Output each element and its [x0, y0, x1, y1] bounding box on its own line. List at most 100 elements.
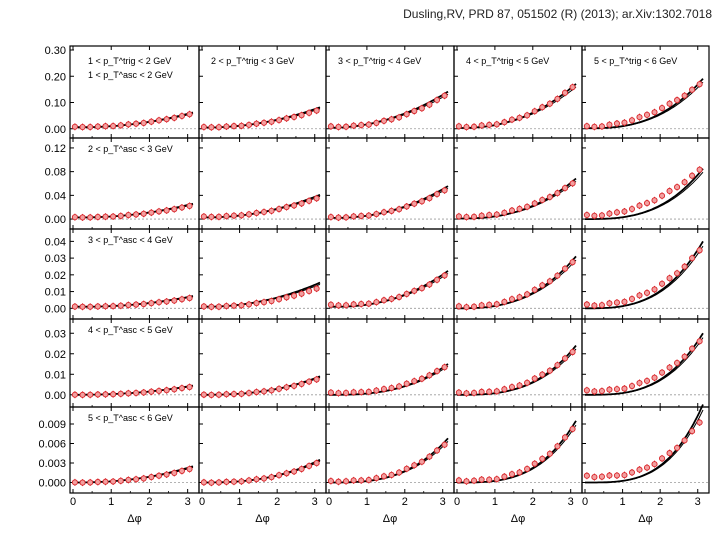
data-point — [621, 472, 628, 479]
data-point — [606, 386, 613, 393]
data-point — [591, 474, 598, 481]
data-point — [591, 212, 598, 219]
y-tick-label: 0.03 — [45, 328, 66, 340]
panel-r4-c3 — [325, 318, 455, 408]
citation: Dusling,RV, PRD 87, 051502 (R) (2013); a… — [403, 7, 712, 21]
data-point — [569, 259, 576, 266]
trig-label: 5 < p_T^trig < 6 GeV — [594, 56, 677, 66]
data-point — [516, 294, 523, 301]
data-point — [478, 302, 485, 309]
data-point — [689, 255, 696, 262]
data-point — [493, 211, 500, 218]
data-point — [373, 211, 380, 218]
data-point — [546, 100, 553, 107]
data-point — [171, 297, 178, 304]
panel-r5-c1: 5 < p_T^asc < 6 GeV — [69, 406, 200, 494]
data-point — [335, 302, 342, 309]
data-point — [606, 210, 613, 217]
data-point — [380, 386, 388, 393]
panel-r3-c4 — [453, 228, 583, 320]
data-point — [200, 303, 207, 310]
data-point — [455, 213, 462, 220]
data-point — [486, 211, 493, 219]
data-point — [245, 477, 253, 484]
trig-label: 2 < p_T^trig < 3 GeV — [211, 56, 294, 66]
y-tick-label: 0.12 — [45, 143, 66, 155]
model-curve — [457, 420, 577, 484]
data-point — [501, 298, 508, 305]
data-point — [380, 209, 388, 216]
data-point — [117, 302, 124, 309]
y-tick-label: 0.02 — [45, 270, 66, 282]
data-point — [133, 476, 140, 483]
x-axis-label: Δφ — [127, 513, 141, 525]
data-point — [380, 297, 388, 304]
y-tick-label: 0.01 — [45, 287, 66, 299]
data-point — [598, 473, 605, 480]
data-point — [554, 443, 561, 450]
data-point — [666, 100, 673, 107]
data-point — [268, 118, 275, 125]
data-point — [643, 377, 651, 384]
data-point — [245, 211, 253, 218]
data-point — [539, 104, 546, 111]
data-point — [471, 477, 478, 484]
data-point — [531, 200, 538, 207]
data-point — [71, 303, 78, 310]
x-axis-label: Δφ — [255, 513, 269, 525]
data-point — [658, 105, 666, 112]
data-point — [215, 303, 222, 310]
data-point — [171, 469, 178, 476]
data-point — [463, 304, 470, 311]
data-point — [343, 478, 350, 485]
asc-label: 3 < p_T^asc < 4 GeV — [88, 235, 173, 245]
data-point — [501, 473, 508, 480]
data-point — [335, 123, 342, 131]
model-curve — [585, 78, 704, 130]
data-point — [171, 114, 178, 121]
asc-label: 2 < p_T^asc < 3 GeV — [88, 144, 173, 154]
data-point — [455, 123, 462, 130]
data-point — [133, 301, 140, 308]
data-point — [87, 214, 94, 221]
data-point — [628, 205, 636, 213]
panel-r4-c4 — [453, 318, 583, 408]
data-point — [110, 303, 117, 310]
data-point — [569, 180, 576, 187]
data-point — [516, 205, 523, 212]
data-point — [155, 117, 163, 124]
model-curve — [457, 345, 577, 396]
data-point — [478, 212, 485, 219]
data-point — [643, 464, 651, 471]
x-tick-label: 0 — [454, 496, 460, 508]
data-point — [71, 214, 78, 221]
data-point — [79, 124, 86, 131]
data-point — [471, 389, 478, 396]
data-point — [621, 385, 628, 392]
data-point — [178, 112, 185, 120]
data-point — [606, 121, 613, 128]
x-tick-label: 2 — [274, 496, 280, 508]
data-point — [539, 196, 546, 203]
data-point — [628, 295, 636, 302]
data-point — [350, 213, 357, 220]
data-point — [223, 213, 230, 220]
data-point — [253, 120, 260, 127]
data-point — [102, 478, 109, 485]
data-point — [643, 200, 651, 207]
panel-r4-c1: 4 < p_T^asc < 5 GeV — [69, 318, 200, 408]
data-point — [666, 364, 673, 371]
data-point — [455, 389, 462, 396]
data-point — [94, 478, 101, 486]
data-point — [524, 379, 531, 386]
data-point — [583, 301, 590, 308]
data-point — [245, 121, 253, 128]
x-axis-label: Δφ — [511, 513, 525, 525]
data-point — [365, 121, 372, 128]
data-point — [208, 124, 215, 131]
data-point — [486, 476, 493, 483]
data-point — [388, 471, 395, 479]
panel-r4-c5 — [581, 318, 710, 408]
data-point — [245, 301, 253, 308]
data-point — [561, 89, 569, 96]
